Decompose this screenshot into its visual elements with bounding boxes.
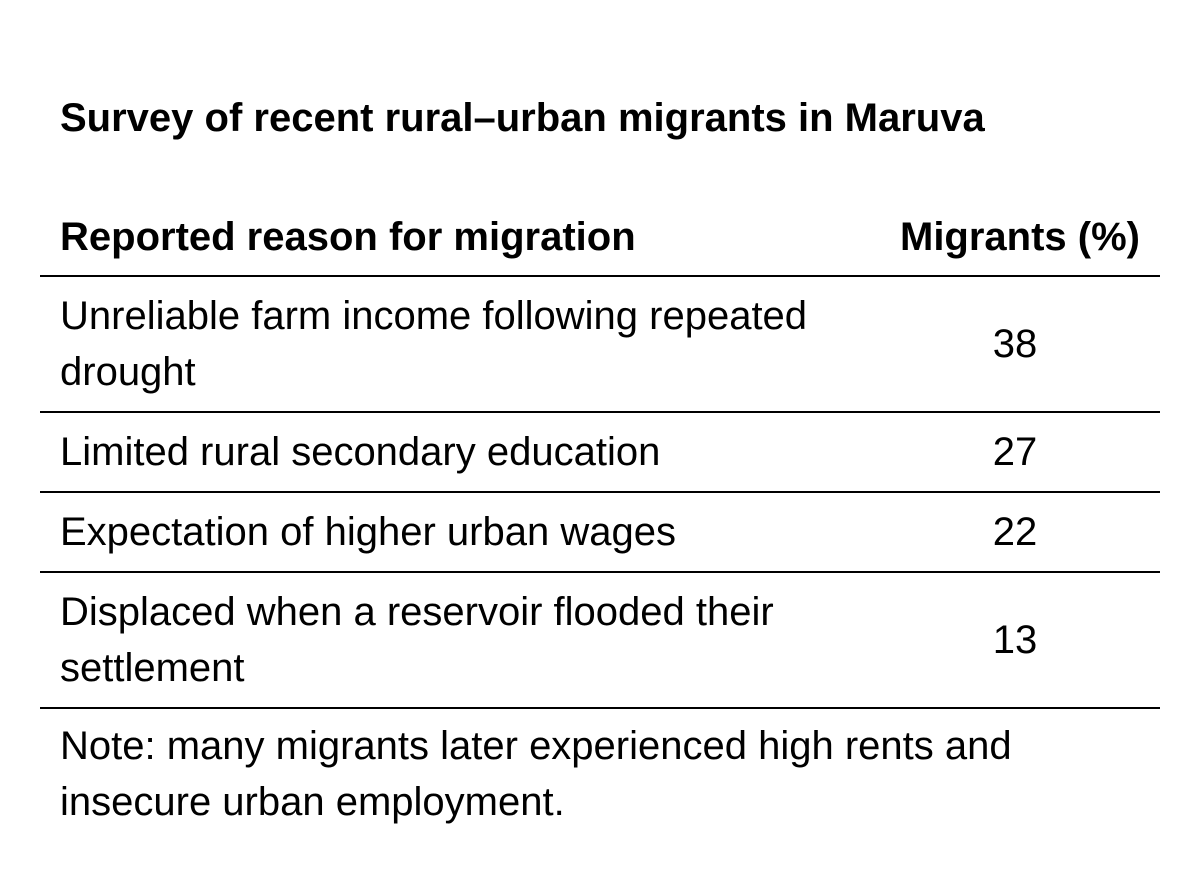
- value-cell: 13: [840, 572, 1160, 709]
- table-head: Reported reason for migration Migrants (%…: [40, 209, 1160, 277]
- column-header: Reported reason for migration: [40, 209, 840, 277]
- table-row: Displaced when a reservoir flooded their…: [40, 572, 1160, 709]
- table: Reported reason for migration Migrants (%…: [40, 209, 1160, 709]
- reason-cell: Limited rural secondary education: [40, 412, 840, 493]
- note: Note: many migrants later experienced hi…: [60, 724, 1012, 824]
- value-cell: 22: [840, 492, 1160, 573]
- reason-cell: Expectation of higher urban wages: [40, 492, 840, 573]
- value-cell: 27: [840, 412, 1160, 493]
- table-row: Unreliable farm income following repeate…: [40, 276, 1160, 413]
- value-cell: 38: [840, 276, 1160, 413]
- title: Survey of recent rural–urban migrants in…: [60, 96, 985, 140]
- reason-cell: Unreliable farm income following repeate…: [40, 276, 840, 413]
- table-body: Unreliable farm income following repeate…: [40, 276, 1160, 709]
- header-row: Reported reason for migration Migrants (%…: [40, 209, 1160, 277]
- reason-cell: Displaced when a reservoir flooded their…: [40, 572, 840, 709]
- column-header: Migrants (%): [840, 209, 1160, 277]
- table-row: Expectation of higher urban wages 22: [40, 492, 1160, 573]
- table-row: Limited rural secondary education 27: [40, 412, 1160, 493]
